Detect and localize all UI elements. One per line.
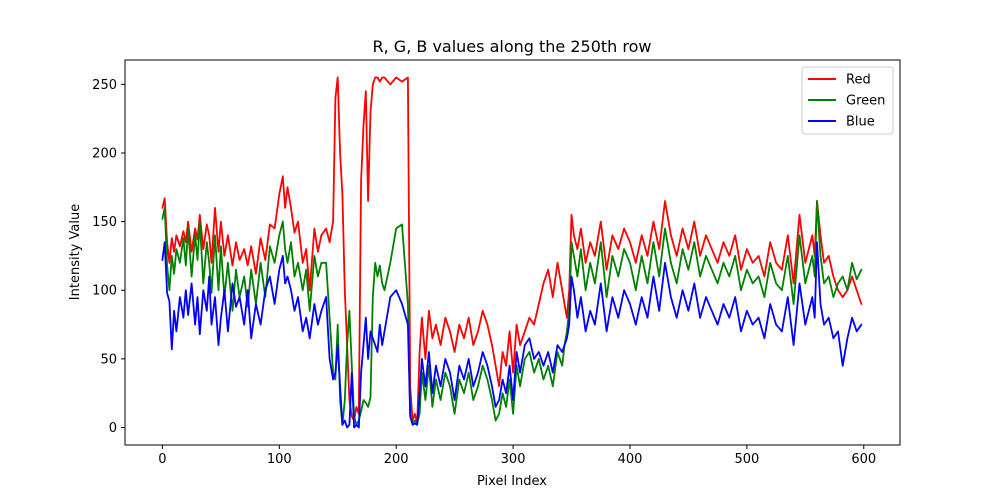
- legend-label-red: Red: [846, 73, 871, 88]
- x-tick-label: 300: [501, 452, 526, 467]
- chart-title: R, G, B values along the 250th row: [373, 37, 652, 56]
- y-axis-ticks: 0 50 100 150 200 250: [92, 78, 125, 436]
- axes: [124, 59, 901, 446]
- legend: Red Green Blue: [801, 66, 894, 135]
- y-tick-label: 100: [92, 284, 117, 299]
- x-tick-label: 400: [618, 452, 643, 467]
- series-line-blue: [161, 241, 863, 429]
- y-tick-label: 50: [100, 352, 117, 367]
- x-tick-label: 600: [851, 452, 876, 467]
- series-layer: [161, 76, 863, 429]
- plot-area: [125, 60, 900, 445]
- x-axis-ticks: 0 100 200 300 400 500 600: [158, 445, 876, 467]
- x-axis-title: Pixel Index: [477, 474, 547, 489]
- y-axis-title: Intensity Value: [68, 204, 83, 300]
- x-tick-label: 0: [158, 452, 166, 467]
- y-tick-label: 0: [109, 421, 117, 436]
- y-tick-label: 250: [92, 78, 117, 93]
- x-tick-label: 500: [734, 452, 759, 467]
- x-tick-label: 100: [267, 452, 292, 467]
- series-line-green: [161, 200, 863, 426]
- legend-box: [801, 66, 894, 135]
- x-tick-label: 200: [384, 452, 409, 467]
- legend-label-blue: Blue: [846, 115, 875, 130]
- series-line-red: [161, 76, 863, 425]
- plot-frame: [124, 59, 901, 446]
- y-tick-label: 200: [92, 146, 117, 161]
- legend-label-green: Green: [846, 94, 885, 109]
- y-tick-label: 150: [92, 215, 117, 230]
